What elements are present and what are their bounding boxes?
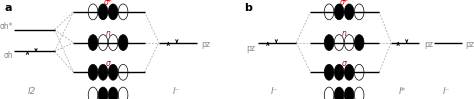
Ellipse shape	[88, 4, 98, 20]
Ellipse shape	[108, 35, 118, 50]
Text: n: n	[342, 29, 346, 38]
Text: σh*: σh*	[0, 22, 13, 31]
Ellipse shape	[344, 64, 354, 80]
Ellipse shape	[98, 64, 108, 80]
Ellipse shape	[88, 35, 98, 50]
Ellipse shape	[324, 64, 334, 80]
Ellipse shape	[118, 4, 128, 20]
Ellipse shape	[344, 4, 354, 20]
Ellipse shape	[88, 64, 98, 80]
Text: I*: I*	[398, 87, 406, 96]
Ellipse shape	[98, 87, 108, 99]
Ellipse shape	[355, 35, 364, 50]
Ellipse shape	[88, 87, 98, 99]
Text: σ: σ	[342, 59, 346, 68]
Text: n: n	[106, 29, 110, 38]
Ellipse shape	[98, 4, 108, 20]
Text: I⁻: I⁻	[173, 87, 180, 96]
Text: I⁻: I⁻	[443, 87, 450, 96]
Ellipse shape	[324, 35, 334, 50]
Text: σ*: σ*	[104, 0, 112, 7]
Text: a: a	[5, 3, 12, 13]
Ellipse shape	[98, 35, 108, 50]
Text: pz: pz	[201, 40, 210, 49]
Text: pz: pz	[424, 40, 433, 49]
Ellipse shape	[334, 87, 344, 99]
Ellipse shape	[334, 64, 344, 80]
Ellipse shape	[108, 87, 118, 99]
Text: I⁻: I⁻	[270, 87, 278, 96]
Text: pz: pz	[246, 44, 255, 52]
Ellipse shape	[344, 35, 354, 50]
Ellipse shape	[108, 64, 118, 80]
Ellipse shape	[344, 87, 354, 99]
Text: b: b	[244, 3, 252, 13]
Text: I2: I2	[28, 87, 36, 96]
Text: σh: σh	[4, 51, 13, 60]
Ellipse shape	[355, 4, 364, 20]
Text: σ*: σ*	[340, 0, 348, 7]
Text: σ: σ	[106, 59, 110, 68]
Ellipse shape	[355, 64, 364, 80]
Ellipse shape	[334, 4, 344, 20]
Ellipse shape	[324, 4, 334, 20]
Ellipse shape	[108, 4, 118, 20]
Ellipse shape	[118, 35, 128, 50]
Ellipse shape	[334, 35, 344, 50]
Ellipse shape	[324, 87, 334, 99]
Ellipse shape	[118, 64, 128, 80]
Text: pz: pz	[465, 40, 474, 49]
Ellipse shape	[355, 87, 364, 99]
Ellipse shape	[118, 87, 128, 99]
